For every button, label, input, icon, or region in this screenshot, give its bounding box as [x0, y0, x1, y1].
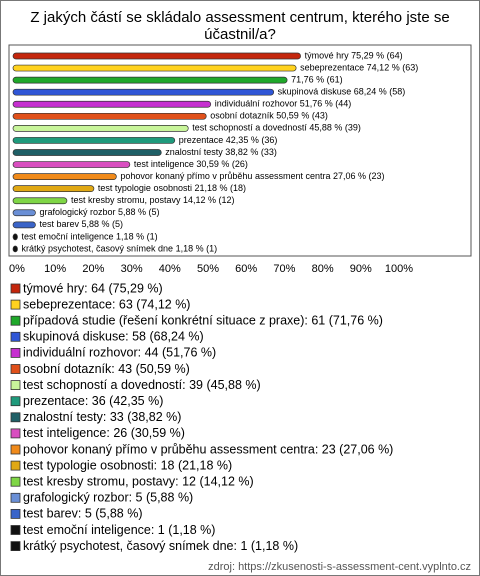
bar	[12, 197, 68, 205]
legend-swatch	[10, 541, 21, 551]
legend-swatch	[10, 396, 21, 407]
legend-label: osobní dotazník: 43 (50,59 %)	[23, 362, 190, 376]
legend-swatch	[10, 347, 21, 358]
bar	[12, 161, 131, 168]
value-label: znalostní testy 38,82 % (33)	[165, 147, 277, 157]
bar	[12, 52, 301, 60]
x-tick-label: 60%	[235, 263, 257, 275]
legend-label: test inteligence: 26 (30,59 %)	[23, 426, 185, 440]
x-tick-label: 40%	[159, 263, 181, 275]
bar	[12, 173, 117, 180]
value-label: test kresby stromu, postavy 14,12 % (12)	[71, 195, 235, 205]
x-tick-label: 70%	[273, 263, 295, 275]
chart-title: Z jakých částí se skládalo assessment ce…	[30, 9, 450, 43]
legend-swatch	[10, 444, 21, 455]
legend-swatch	[10, 412, 21, 423]
legend-label: grafologický rozbor: 5 (5,88 %)	[23, 491, 193, 505]
legend-swatch	[10, 299, 21, 310]
legend-label: týmové hry: 64 (75,29 %)	[23, 281, 163, 295]
x-tick-label: 50%	[197, 263, 219, 275]
bar	[12, 112, 207, 120]
bar	[12, 209, 36, 217]
legend-swatch	[10, 364, 21, 374]
value-label: osobní dotazník 50,59 % (43)	[210, 111, 328, 121]
legend-label: krátký psychotest, časový snímek dne: 1 …	[23, 539, 298, 553]
bar	[12, 76, 288, 84]
x-tick-label: 20%	[82, 263, 104, 275]
value-label: prezentace 42,35 % (36)	[179, 135, 278, 145]
bar	[12, 149, 162, 156]
value-label: týmové hry 75,29 % (64)	[305, 50, 403, 60]
legend-label: prezentace: 36 (42,35 %)	[23, 394, 163, 408]
source: zdroj: https://zkusenosti-s-assessment-c…	[208, 561, 471, 573]
legend-label: individuální rozhovor: 44 (51,76 %)	[23, 346, 216, 360]
legend-label: test emoční inteligence: 1 (1,18 %)	[23, 523, 215, 537]
legend-swatch	[10, 525, 21, 535]
value-label: krátký psychotest, časový snímek dne 1,1…	[22, 243, 218, 253]
legend-label: test typologie osobnosti: 18 (21,18 %)	[23, 458, 232, 472]
bar	[12, 137, 176, 144]
legend-label: případová studie (řešení konkrétní situa…	[23, 313, 383, 327]
legend-label: pohovor konaný přímo v průběhu assessmen…	[23, 442, 393, 456]
legend-swatch	[10, 315, 21, 326]
value-label: pohovor konaný přímo v průběhu assessmen…	[120, 171, 384, 181]
bar	[12, 88, 275, 96]
legend-label: test kresby stromu, postavy: 12 (14,12 %…	[23, 474, 254, 488]
value-label: individuální rozhovor 51,76 % (44)	[215, 99, 352, 109]
x-tick-label: 90%	[350, 263, 372, 275]
bar	[12, 221, 36, 229]
value-label: test emoční inteligence 1,18 % (1)	[22, 231, 158, 241]
legend-swatch	[10, 283, 21, 294]
bar	[12, 233, 18, 241]
value-label: grafologický rozbor 5,88 % (5)	[39, 207, 159, 217]
bar	[12, 64, 297, 72]
value-label: test typologie osobnosti 21,18 % (18)	[98, 183, 246, 193]
legend-label: sebeprezentace: 63 (74,12 %)	[23, 297, 190, 311]
legend-label: skupinová diskuse: 58 (68,24 %)	[23, 330, 204, 344]
value-label: sebeprezentace 74,12 % (63)	[300, 62, 418, 72]
legend-label: test schopností a dovedností: 39 (45,88 …	[23, 378, 261, 392]
legend-swatch	[10, 508, 21, 519]
legend-swatch	[10, 476, 21, 487]
x-tick-label: 100%	[385, 263, 413, 275]
legend-label: test barev: 5 (5,88 %)	[23, 507, 143, 521]
bar	[12, 100, 212, 108]
legend-swatch	[10, 492, 21, 503]
x-tick-label: 30%	[121, 263, 143, 275]
legend-swatch	[10, 331, 21, 342]
bar	[12, 245, 18, 253]
value-label: test schopností a dovedností 45,88 % (39…	[192, 123, 361, 133]
value-label: test inteligence 30,59 % (26)	[134, 159, 248, 169]
bar	[12, 185, 95, 193]
bar	[12, 125, 189, 132]
value-label: 71,76 % (61)	[291, 74, 343, 84]
value-label: test barev 5,88 % (5)	[39, 219, 123, 229]
x-tick-label: 10%	[44, 263, 66, 275]
value-label: skupinová diskuse 68,24 % (58)	[278, 87, 406, 97]
legend-swatch	[10, 460, 21, 471]
x-tick-label: 0%	[9, 263, 25, 275]
legend-swatch	[10, 428, 21, 439]
x-tick-label: 80%	[312, 263, 334, 275]
legend-swatch	[10, 380, 21, 391]
legend-label: znalostní testy: 33 (38,82 %)	[23, 410, 181, 424]
